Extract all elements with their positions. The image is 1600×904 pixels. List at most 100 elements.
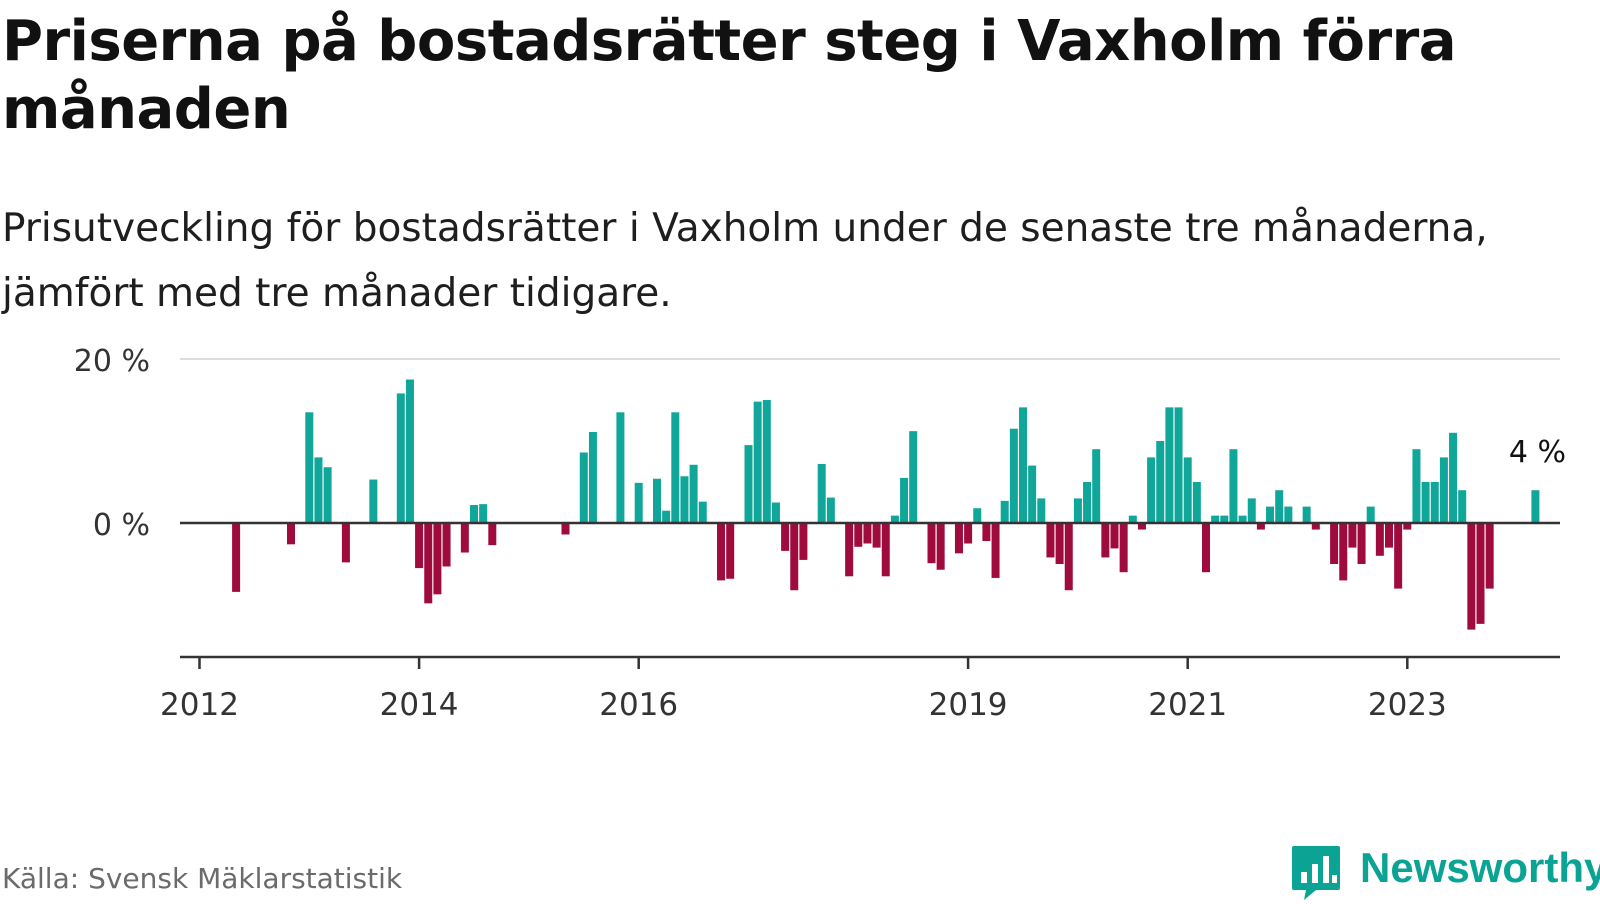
bar[interactable] [689,464,698,523]
bar[interactable] [973,508,982,523]
bar[interactable] [415,523,424,569]
bar[interactable] [1220,515,1229,523]
bar[interactable] [1421,482,1430,523]
bar[interactable] [936,523,945,570]
bar[interactable] [1229,449,1238,523]
bar[interactable] [442,523,451,567]
bar[interactable] [680,476,689,523]
bar[interactable] [369,479,378,523]
bar[interactable] [826,497,835,523]
bar[interactable] [1037,498,1046,523]
bar[interactable] [323,467,332,523]
bar[interactable] [753,401,762,523]
bar[interactable] [1330,523,1339,564]
bar[interactable] [1110,523,1119,549]
bar[interactable] [790,523,799,591]
bar[interactable] [799,523,808,560]
bar[interactable] [845,523,854,577]
bar[interactable] [1485,523,1494,589]
bar[interactable] [1348,523,1357,548]
bar[interactable] [872,523,881,548]
bar[interactable] [460,523,469,553]
bar[interactable] [1147,457,1156,523]
bar[interactable] [1183,457,1192,523]
bar[interactable] [1046,523,1055,558]
bar[interactable] [1476,523,1485,624]
bar[interactable] [305,412,314,523]
bar[interactable] [1019,407,1027,523]
bar[interactable] [1092,449,1101,523]
bar[interactable] [1531,490,1540,523]
bar[interactable] [396,393,405,523]
bar[interactable] [287,523,295,545]
bar[interactable] [1028,465,1037,523]
bar[interactable] [900,477,909,523]
bar[interactable] [982,523,991,542]
bar[interactable] [671,412,680,523]
bar[interactable] [1064,523,1073,591]
bar[interactable] [726,523,735,579]
bar[interactable] [1375,523,1384,556]
bar[interactable] [744,445,753,523]
bar[interactable] [1101,523,1110,558]
bar[interactable] [771,502,780,524]
bar[interactable] [1000,500,1009,523]
bar[interactable] [433,523,442,595]
bar[interactable] [817,463,826,523]
bar[interactable] [479,504,488,523]
bar[interactable] [881,523,890,577]
bar[interactable] [781,523,790,551]
bar[interactable] [579,452,588,523]
bar[interactable] [1430,482,1439,523]
bar[interactable] [653,478,661,523]
bar[interactable] [991,523,1000,578]
bar[interactable] [717,523,726,581]
bar[interactable] [232,523,241,592]
bar[interactable] [890,515,899,523]
bar[interactable] [1192,482,1201,523]
bar[interactable] [1119,523,1128,573]
bar[interactable] [616,412,625,523]
bar[interactable] [863,523,872,544]
bar[interactable] [470,504,478,523]
bar[interactable] [1202,523,1210,573]
bar[interactable] [488,523,497,546]
bar[interactable] [1284,506,1293,523]
bar[interactable] [1458,490,1467,523]
bar[interactable] [1339,523,1348,581]
bar[interactable] [341,523,350,563]
bar[interactable] [424,523,433,604]
bar[interactable] [1302,506,1311,523]
bar[interactable] [561,523,570,535]
bar[interactable] [1083,482,1092,523]
bar[interactable] [1385,523,1393,548]
bar[interactable] [1174,407,1183,523]
bar[interactable] [1266,506,1275,523]
bar[interactable] [1156,441,1165,523]
bar[interactable] [1449,432,1458,523]
bar[interactable] [1128,515,1137,523]
bar[interactable] [1238,515,1247,523]
bar[interactable] [964,523,973,544]
bar[interactable] [698,501,707,523]
bar[interactable] [1247,498,1256,523]
bar[interactable] [927,523,936,564]
bar[interactable] [1467,523,1476,630]
bar[interactable] [1311,523,1320,530]
bar[interactable] [1412,449,1421,523]
bar[interactable] [1211,515,1220,523]
bar[interactable] [1357,523,1366,564]
bar[interactable] [1137,523,1146,530]
bar[interactable] [1366,506,1375,523]
bar[interactable] [1009,428,1018,523]
bar[interactable] [1165,407,1174,523]
bar[interactable] [1403,523,1412,530]
bar[interactable] [314,457,323,523]
bar[interactable] [634,482,643,523]
bar[interactable] [1439,457,1448,523]
bar[interactable] [909,431,918,523]
bar[interactable] [954,523,963,554]
bar[interactable] [1256,523,1265,530]
bar[interactable] [405,379,414,524]
bar[interactable] [1055,523,1064,564]
